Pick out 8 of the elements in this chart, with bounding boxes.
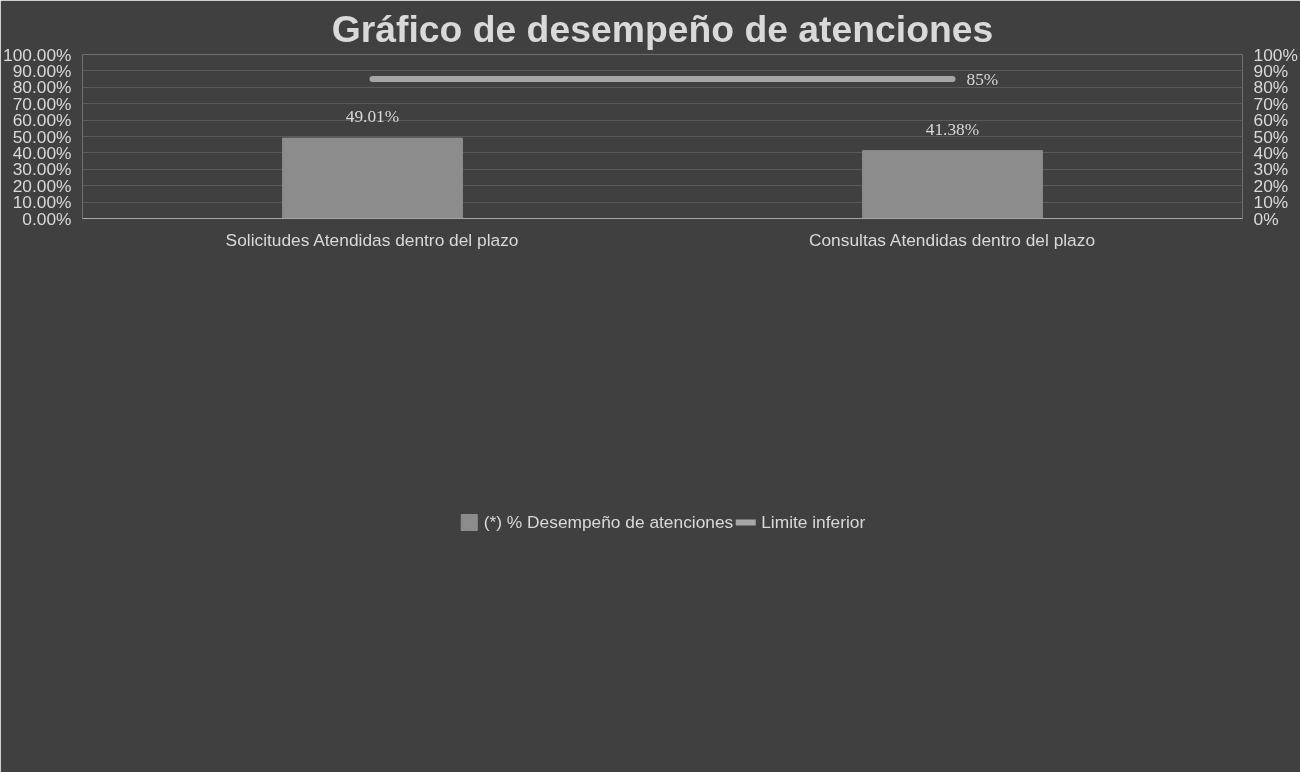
- x-tick-label: Solicitudes Atendidas dentro del plazo: [225, 229, 519, 250]
- data-label: 49.01%: [345, 107, 400, 127]
- data-label: 41.38%: [925, 119, 980, 139]
- chart-title: Gráfico de desempeño de atenciones: [331, 7, 994, 50]
- legend-label: Limite inferior: [761, 511, 866, 533]
- legend-label: (*) % Desempeño de atenciones: [483, 511, 734, 533]
- data-label: 85%: [966, 69, 999, 89]
- x-tick-label: Consultas Atendidas dentro del plazo: [808, 229, 1096, 250]
